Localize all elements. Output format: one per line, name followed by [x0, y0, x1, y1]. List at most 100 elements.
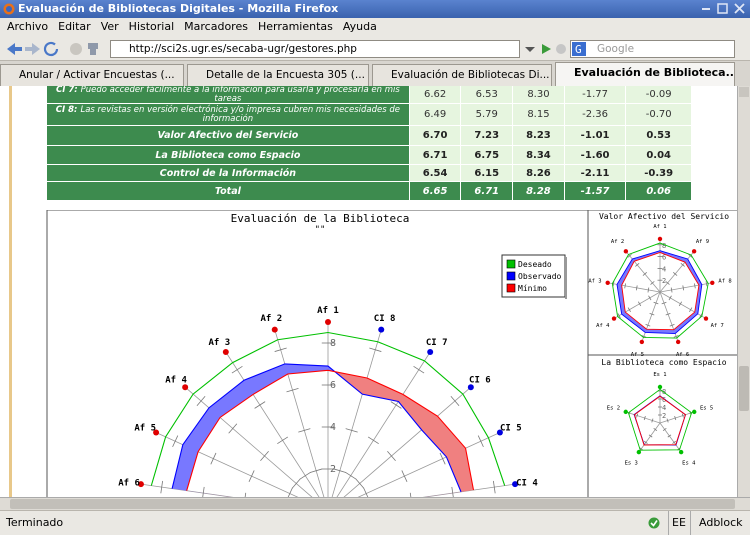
axis-dot: [182, 384, 189, 391]
url-field[interactable]: http://sci2s.ugr.es/secaba-ugr/gestores.…: [110, 40, 520, 58]
row-label: Control de la Información: [159, 167, 296, 179]
tab[interactable]: Anular / Activar Encuestas (...: [0, 64, 184, 86]
menu-item[interactable]: Marcadores: [184, 20, 248, 33]
row-code: CI 7:: [55, 86, 78, 95]
row-label-cell: CI 7: Puedo acceder fácilmente a la infor…: [47, 86, 410, 104]
table-cell: 6.53: [461, 86, 514, 104]
menu-item[interactable]: Editar: [58, 20, 91, 33]
radar-tick: [617, 313, 621, 318]
table-cell: 0.04: [626, 146, 692, 165]
search-engine: Google: [597, 43, 635, 55]
radar-tick: [477, 435, 484, 448]
axis-label: Es 1: [653, 372, 666, 378]
axis-label: Es 2: [607, 406, 620, 412]
radar-tick: [627, 253, 632, 258]
zoom-indicator[interactable]: EE: [668, 511, 686, 535]
radar-tick: [160, 480, 163, 494]
axis-label: Af 3: [588, 278, 601, 284]
radar-tick: [413, 365, 425, 374]
go-buttons[interactable]: [522, 41, 568, 57]
radar-tick: [639, 447, 644, 451]
radar-tick: [231, 365, 243, 374]
table-cell: 6.54: [409, 165, 462, 182]
menu-item[interactable]: Archivo: [7, 20, 49, 33]
axis-dot: [427, 349, 434, 356]
axis-dot: [325, 319, 331, 325]
radar-tick-label: 8: [330, 338, 336, 349]
table-cell: 6.65: [409, 182, 462, 201]
axis-dot: [153, 429, 160, 436]
menu-item[interactable]: Ver: [100, 20, 119, 33]
axis-label: Af 5: [631, 352, 644, 358]
legend-swatch: [506, 271, 516, 281]
scroll-up[interactable]: [739, 87, 749, 97]
radar-tick: [688, 253, 693, 258]
band: [186, 370, 474, 497]
table-row: Total 6.65 6.71 8.28 -1.57 0.06: [47, 182, 692, 201]
table-cell: 6.71: [409, 146, 462, 165]
table-cell: 6.75: [461, 146, 514, 165]
scroll-thumb[interactable]: [739, 366, 749, 411]
page-content: CI 7: Puedo acceder fácilmente a la infor…: [0, 86, 737, 497]
table-cell: -2.11: [564, 165, 627, 182]
table-cell: 6.15: [461, 165, 514, 182]
menu-item[interactable]: Ayuda: [342, 20, 377, 33]
window-controls[interactable]: [700, 2, 748, 16]
axis-dot: [623, 249, 629, 254]
row-label: Las revistas en versión electrónica y/o …: [80, 104, 400, 124]
axis-label: Af 6: [676, 352, 689, 358]
axis-label: CI 5: [500, 424, 522, 434]
chart-subtitle: "": [315, 225, 326, 235]
url: http://sci2s.ugr.es/secaba-ugr/gestores.…: [129, 43, 357, 55]
row-label-text: Total: [215, 186, 241, 196]
svg-text:G: G: [575, 43, 582, 56]
axis-label: Af 3: [208, 338, 230, 348]
radar-tick: [274, 347, 287, 352]
radar-tick: [450, 395, 460, 406]
table-cell: 0.53: [626, 126, 692, 146]
scroll-thumb[interactable]: [10, 499, 735, 509]
menu-item[interactable]: Historial: [128, 20, 175, 33]
row-label-text: Control de la Información: [159, 167, 296, 179]
table-row: Valor Afectivo del Servicio 6.70 7.23 8.23-…: [47, 126, 692, 146]
axis-label: Af 9: [696, 239, 709, 245]
tab[interactable]: Evaluación de Biblioteca...: [555, 62, 735, 86]
row-label: Puedo acceder fácilmente a la informacio…: [80, 86, 400, 104]
axis-label: Af 5: [134, 424, 156, 434]
menu-item[interactable]: Herramientas: [257, 20, 333, 33]
status-icon: [648, 517, 660, 529]
row-label-cell: La Biblioteca como Espacio: [47, 146, 410, 165]
radar-series-line: [621, 251, 700, 331]
table-row: CI 7: Puedo acceder fácilmente a la infor…: [47, 86, 692, 104]
nav-buttons[interactable]: [4, 40, 104, 58]
navigation-bar: http://sci2s.ugr.es/secaba-ugr/gestores.…: [0, 36, 750, 61]
legend: Deseado Observado Mínimo: [501, 254, 567, 299]
window-title: Evaluación de Bibliotecas Digitales - Mo…: [18, 2, 339, 15]
table-cell: -1.60: [564, 146, 627, 165]
status-bar: Terminado EE Adblock: [0, 510, 750, 535]
horizontal-scrollbar[interactable]: [0, 497, 750, 510]
table-cell: -1.77: [564, 86, 627, 104]
radar-series-line: [611, 242, 709, 339]
vertical-scrollbar[interactable]: [737, 86, 750, 497]
row-label-text: La Biblioteca como Espacio: [155, 150, 300, 160]
table-row: CI 8: Las revistas en versión electrónica…: [47, 104, 692, 126]
radar-tick: [699, 313, 703, 318]
tab[interactable]: Evaluación de Bibliotecas Di...: [372, 64, 552, 86]
axis-dot: [691, 249, 697, 254]
tab[interactable]: Detalle de la Encuesta 305 (...: [187, 64, 369, 86]
adblock-button[interactable]: Adblock: [690, 511, 743, 535]
axis-dot: [623, 409, 628, 415]
table-cell: 8.23: [513, 126, 565, 146]
legend-swatch: [506, 259, 516, 269]
table-cell: 8.28: [513, 182, 565, 201]
row-code: CI 8:: [55, 104, 78, 115]
axis-label: Af 1: [317, 306, 339, 316]
search-engine-icon: G: [572, 42, 586, 56]
search-field[interactable]: Google: [570, 40, 735, 58]
row-label-text: Valor Afectivo del Servicio: [157, 131, 298, 141]
axis-dot: [611, 316, 617, 321]
axis-label: Af 7: [711, 323, 724, 329]
radar-tick: [493, 480, 496, 494]
